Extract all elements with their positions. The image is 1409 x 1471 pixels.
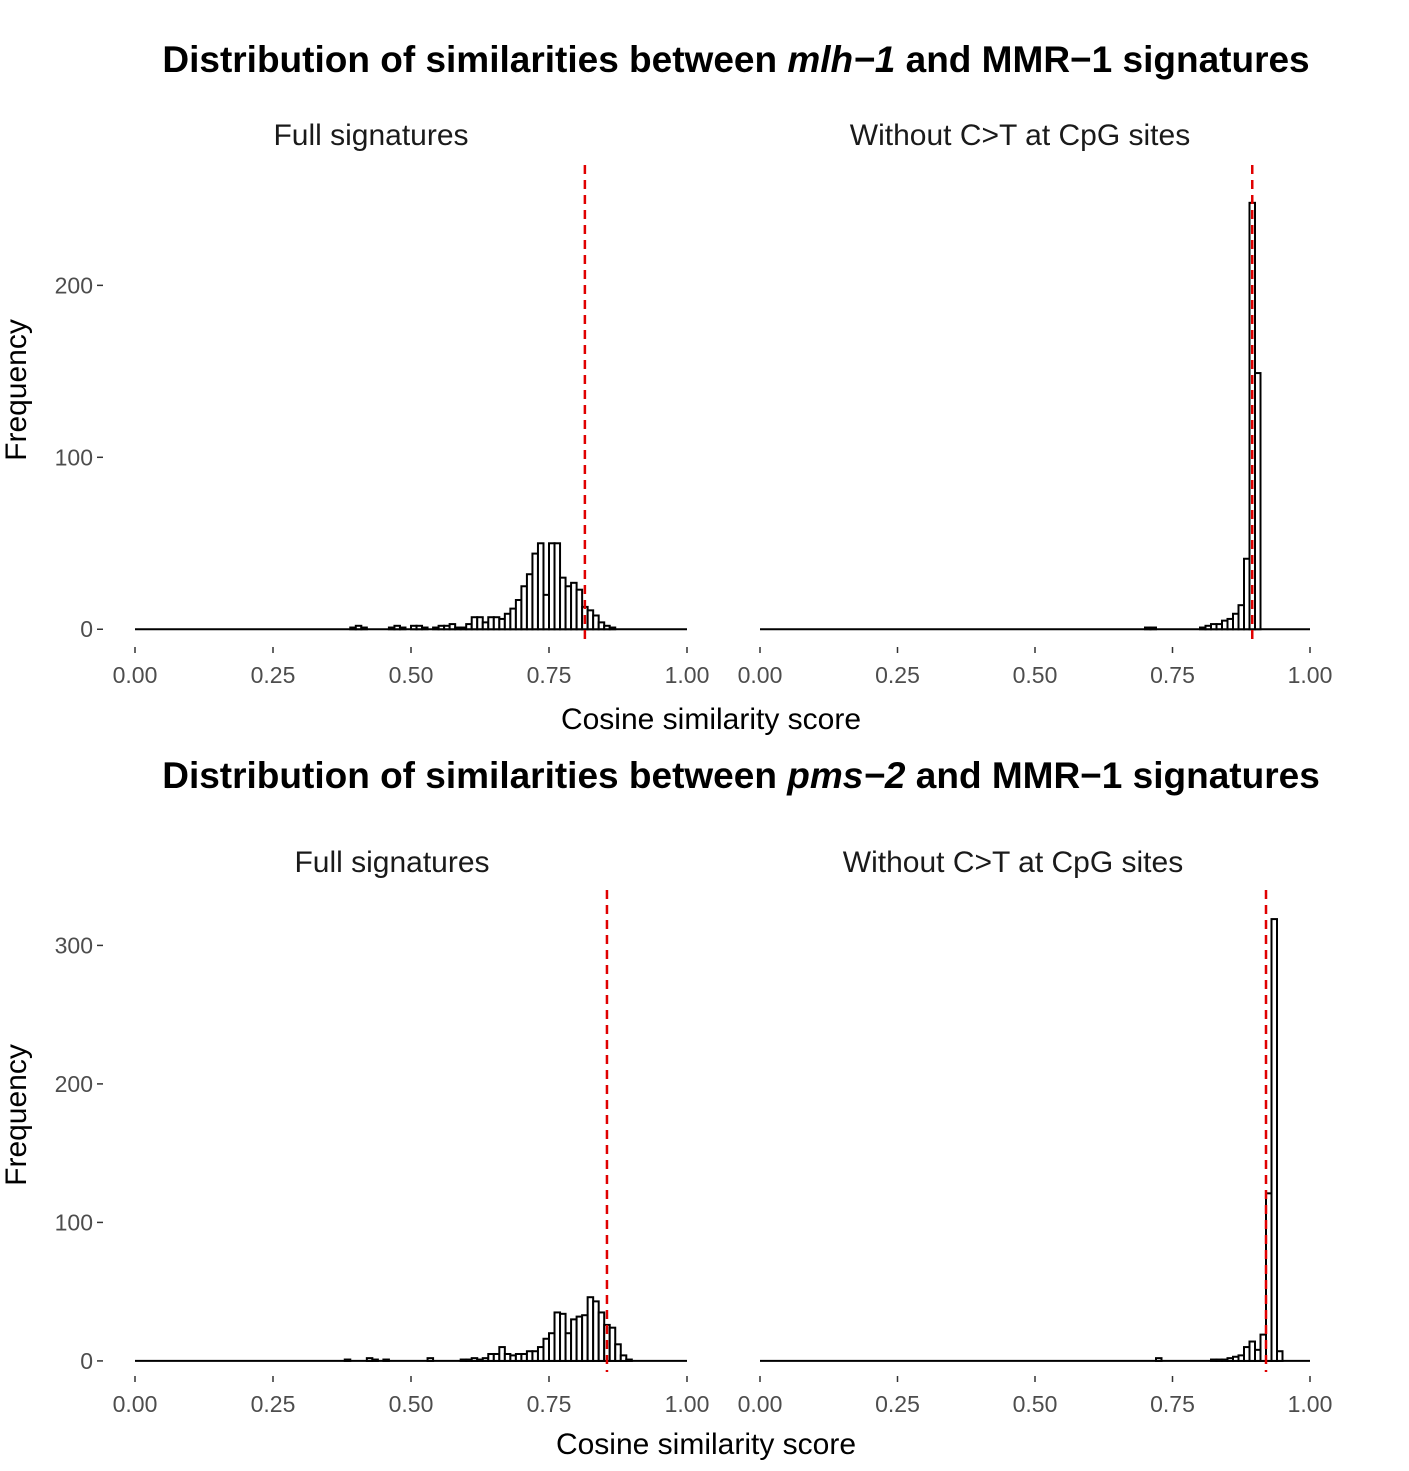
histogram-bar: [382, 1358, 390, 1362]
histogram-bar: [398, 626, 407, 631]
x-tick-label: 0.75: [527, 662, 572, 688]
histogram-bar: [608, 626, 617, 631]
histogram-bar: [614, 1343, 622, 1362]
x-tick-label: 0.50: [389, 662, 434, 688]
x-tick-label: 0.50: [1013, 1391, 1058, 1417]
y-tick-label: 200: [55, 1071, 93, 1097]
x-tick-label: 1.00: [665, 662, 710, 688]
histogram-bar: [1149, 626, 1157, 631]
histogram-bar: [1270, 918, 1278, 1362]
panel-title-mlh1-nocpg: Without C>T at CpG sites: [850, 119, 1190, 152]
y-tick-label: 300: [55, 932, 93, 958]
histogram-bar: [1276, 1350, 1284, 1362]
x-tick-label: 0.50: [389, 1391, 434, 1417]
x-tick-label: 0.25: [251, 662, 296, 688]
x-axis-label-pms2: Cosine similarity score: [556, 1428, 856, 1461]
figure-title-mlh1: Distribution of similarities between mlh…: [162, 39, 1309, 80]
y-tick-label: 0: [80, 1348, 93, 1374]
y-axis-label-mlh1: Frequency: [0, 319, 33, 461]
x-tick-label: 0.75: [527, 1391, 572, 1417]
y-tick-label: 100: [55, 1209, 93, 1235]
x-tick-label: 0.00: [113, 1391, 158, 1417]
x-tick-label: 0.00: [738, 1391, 783, 1417]
x-tick-label: 0.25: [875, 662, 920, 688]
x-tick-label: 0.00: [113, 662, 158, 688]
x-tick-label: 0.75: [1150, 1391, 1195, 1417]
panel-title-mlh1-full: Full signatures: [273, 119, 468, 152]
histogram-bar: [421, 626, 429, 631]
figure-title-pms2: Distribution of similarities between pms…: [162, 755, 1320, 796]
y-tick-label: 100: [55, 444, 93, 470]
x-tick-label: 0.25: [251, 1391, 296, 1417]
y-tick-label: 0: [80, 616, 93, 642]
y-axis-label-pms2: Frequency: [0, 1044, 33, 1186]
x-tick-label: 0.50: [1013, 662, 1058, 688]
plot-pms2-nocpg: 0.00 0.25 0.50 0.75 1.00: [738, 890, 1333, 1417]
histogram-bar: [625, 1358, 633, 1362]
panel-title-pms2-full: Full signatures: [294, 846, 489, 879]
histogram-bar: [619, 1354, 628, 1362]
x-tick-label: 1.00: [1288, 1391, 1333, 1417]
panel-title-pms2-nocpg: Without C>T at CpG sites: [843, 846, 1183, 879]
histogram-bar: [371, 1358, 379, 1362]
histogram-bar: [536, 542, 545, 631]
plot-pms2-full: 0.00 0.25 0.50 0.75 1.00 0 100 200 300: [55, 890, 710, 1417]
histogram-bar: [426, 1357, 435, 1362]
x-tick-label: 1.00: [665, 1391, 710, 1417]
x-axis-label-mlh1: Cosine similarity score: [561, 703, 861, 736]
histogram-bar: [1155, 1357, 1163, 1362]
x-tick-label: 0.25: [875, 1391, 920, 1417]
histogram-bar: [1254, 372, 1262, 631]
y-tick-label: 200: [55, 272, 93, 298]
plot-mlh1-nocpg: 0.00 0.25 0.50 0.75 1.00: [738, 165, 1333, 688]
histogram-bar: [343, 1358, 352, 1362]
x-tick-label: 1.00: [1288, 662, 1333, 688]
x-tick-label: 0.00: [738, 662, 783, 688]
histogram-bar: [360, 626, 368, 631]
plot-mlh1-full: 0.00 0.25 0.50 0.75 1.00 0 100 200: [55, 165, 710, 688]
x-tick-label: 0.75: [1150, 662, 1195, 688]
